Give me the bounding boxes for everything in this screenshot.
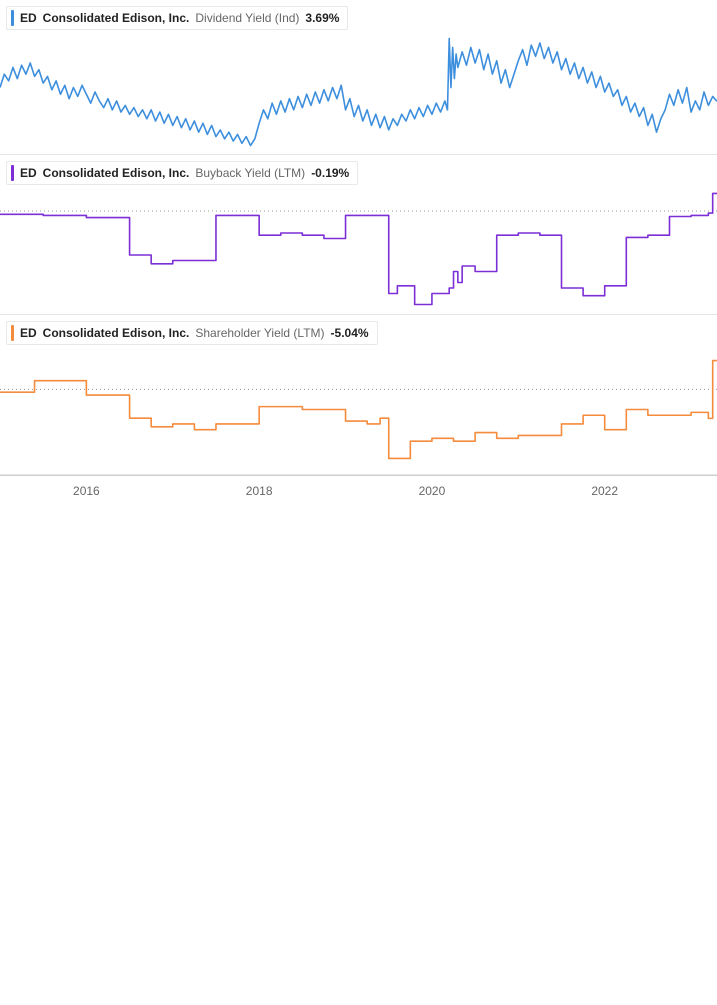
- legend-company-name: Consolidated Edison, Inc.: [43, 166, 190, 180]
- chart-panel-buyback: ED Consolidated Edison, Inc. Buyback Yield…: [0, 155, 717, 315]
- series-line-dividend: [0, 38, 717, 145]
- x-axis-label: 2016: [73, 484, 100, 498]
- series-line-shareholder: [0, 361, 717, 459]
- legend-buyback: ED Consolidated Edison, Inc. Buyback Yield…: [6, 161, 358, 185]
- chart-panel-shareholder: ED Consolidated Edison, Inc. Shareholder Y…: [0, 315, 717, 475]
- legend-color-bar: [11, 10, 14, 26]
- legend-ticker: ED: [20, 166, 37, 180]
- legend-ticker: ED: [20, 11, 37, 25]
- chart-panel-dividend: ED Consolidated Edison, Inc. Dividend Yiel…: [0, 0, 717, 155]
- legend-color-bar: [11, 325, 14, 341]
- legend-ticker: ED: [20, 326, 37, 340]
- series-line-buyback: [0, 193, 717, 304]
- legend-metric: Buyback Yield (LTM): [195, 166, 305, 180]
- legend-value: -0.19%: [311, 166, 349, 180]
- legend-color-bar: [11, 165, 14, 181]
- legend-company-name: Consolidated Edison, Inc.: [43, 11, 190, 25]
- x-axis-label: 2018: [246, 484, 273, 498]
- x-axis-label: 2020: [419, 484, 446, 498]
- legend-value: -5.04%: [331, 326, 369, 340]
- legend-company-name: Consolidated Edison, Inc.: [43, 326, 190, 340]
- legend-shareholder: ED Consolidated Edison, Inc. Shareholder Y…: [6, 321, 378, 345]
- legend-metric: Dividend Yield (Ind): [195, 11, 299, 25]
- legend-value: 3.69%: [305, 11, 339, 25]
- legend-metric: Shareholder Yield (LTM): [195, 326, 324, 340]
- x-axis: 2016 2018 2020 2022: [0, 475, 717, 515]
- legend-dividend: ED Consolidated Edison, Inc. Dividend Yiel…: [6, 6, 348, 30]
- x-axis-label: 2022: [591, 484, 618, 498]
